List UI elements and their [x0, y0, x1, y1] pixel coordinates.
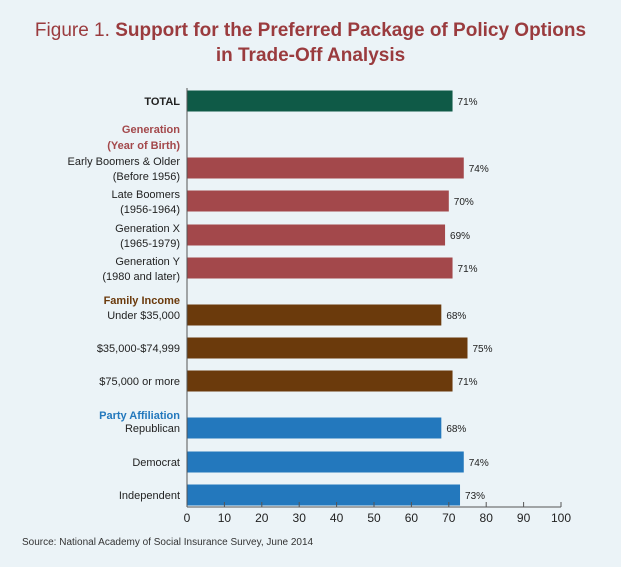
bar-party	[187, 484, 461, 506]
category-label: TOTAL	[144, 96, 180, 108]
bar-income	[187, 370, 453, 392]
x-tick-label: 90	[517, 511, 531, 525]
category-label-sub: (1956-1964)	[120, 204, 180, 216]
group-label: Generation	[122, 124, 180, 136]
figure-prefix: Figure 1.	[34, 20, 110, 41]
chart-title: Figure 1. Support for the Preferred Pack…	[0, 18, 621, 68]
bar-party	[187, 417, 442, 439]
bar-party	[187, 451, 464, 473]
group-label: Family Income	[104, 295, 180, 307]
value-label: 74%	[469, 164, 489, 175]
value-label: 69%	[450, 231, 470, 242]
group-label: Party Affiliation	[99, 410, 180, 422]
figure-title-line2: in Trade-Off Analysis	[215, 45, 406, 66]
x-tick-label: 40	[330, 511, 344, 525]
value-label: 71%	[458, 264, 478, 275]
bar-income	[187, 304, 442, 326]
source-note: Source: National Academy of Social Insur…	[22, 537, 314, 548]
value-label: 71%	[458, 377, 478, 388]
value-label: 73%	[465, 491, 485, 502]
bar-total	[187, 90, 453, 112]
bar-generation	[187, 157, 464, 179]
bar-generation	[187, 190, 449, 212]
category-label: Late Boomers	[112, 189, 181, 201]
x-tick-label: 70	[442, 511, 456, 525]
bar-generation	[187, 224, 446, 246]
category-label-sub: (1965-1979)	[120, 238, 180, 250]
bar-generation	[187, 257, 453, 279]
value-label: 68%	[446, 424, 466, 435]
x-tick-label: 80	[480, 511, 494, 525]
x-tick-label: 20	[255, 511, 269, 525]
category-label: Early Boomers & Older	[68, 156, 181, 168]
bar-income	[187, 337, 468, 359]
figure-title-line1: Support for the Preferred Package of Pol…	[115, 20, 587, 41]
category-label: $75,000 or more	[99, 376, 180, 388]
group-label-sub: (Year of Birth)	[107, 140, 180, 152]
category-label: Generation Y	[115, 256, 180, 268]
value-label: 75%	[473, 344, 493, 355]
category-label: $35,000-$74,999	[97, 343, 180, 355]
x-tick-label: 100	[551, 511, 571, 525]
x-tick-label: 30	[293, 511, 307, 525]
category-label: Republican	[125, 423, 180, 435]
category-label-sub: (Before 1956)	[113, 171, 180, 183]
x-tick-label: 50	[367, 511, 381, 525]
x-tick-label: 10	[218, 511, 232, 525]
value-label: 68%	[446, 311, 466, 322]
value-label: 70%	[454, 197, 474, 208]
category-label-sub: (1980 and later)	[102, 271, 180, 283]
value-label: 74%	[469, 458, 489, 469]
x-tick-label: 0	[184, 511, 191, 525]
value-label: 71%	[458, 97, 478, 108]
x-tick-label: 60	[405, 511, 419, 525]
category-label: Democrat	[132, 457, 180, 469]
category-label: Generation X	[115, 223, 180, 235]
category-label: Under $35,000	[107, 310, 180, 322]
category-label: Independent	[119, 490, 180, 502]
